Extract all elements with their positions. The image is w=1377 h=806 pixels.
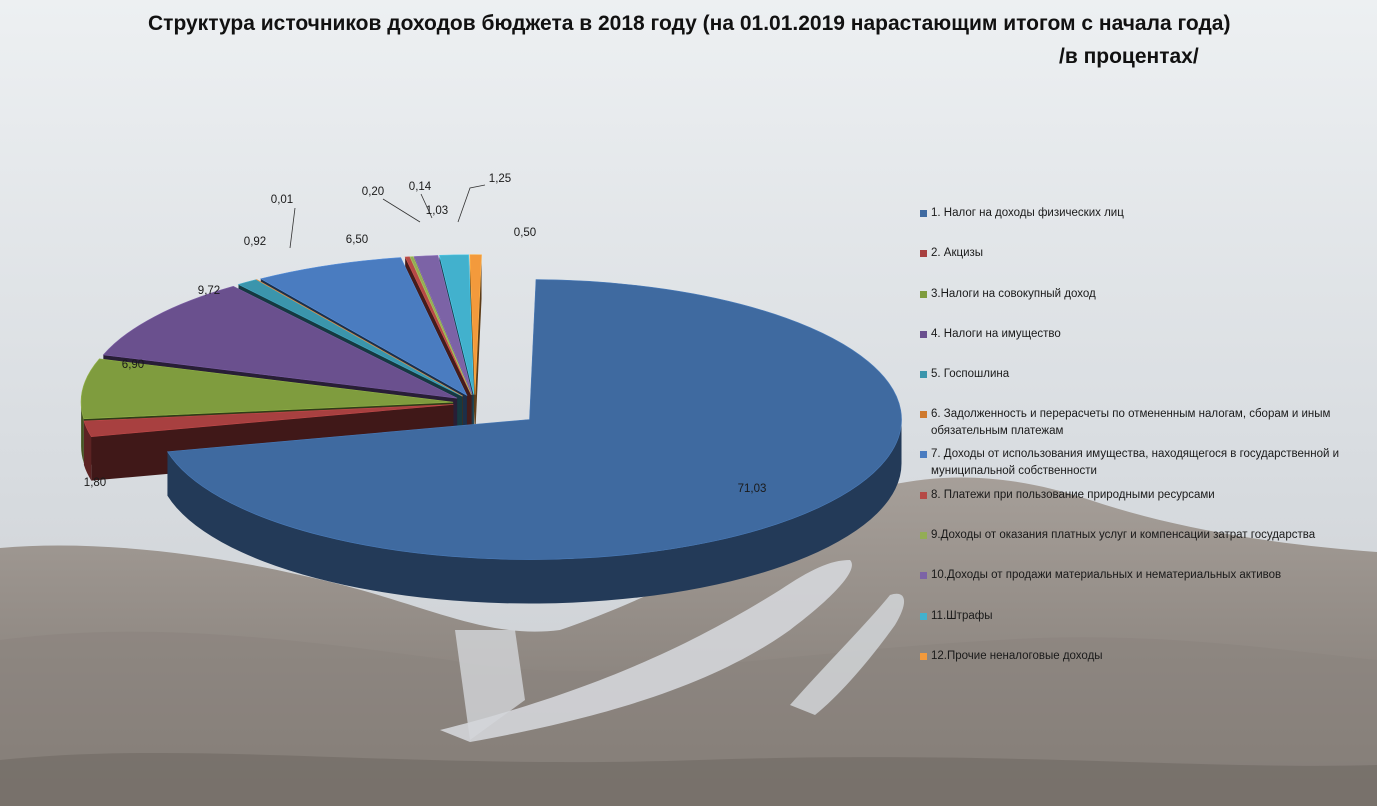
legend-item-3: 3.Налоги на совокупный доход: [920, 286, 1370, 303]
data-label-9: 0,14: [409, 181, 432, 193]
legend-item-11: 11.Штрафы: [920, 608, 1370, 625]
legend-label-7: 7. Доходы от использования имущества, на…: [931, 448, 1340, 477]
legend-label-6: 6. Задолженность и перерасчеты по отмене…: [931, 408, 1331, 437]
data-label-2: 1,80: [84, 477, 106, 489]
legend-item-5: 5. Госпошлина: [920, 366, 1370, 383]
leader-line-6: [289, 207, 296, 249]
slice-1: [166, 279, 902, 560]
slice-6: [255, 279, 463, 397]
data-label-11: 1,25: [489, 173, 511, 185]
legend-label-12: 12.Прочие неналоговые доходы: [931, 650, 1103, 662]
legend-swatch-10: [920, 572, 927, 579]
data-label-6: 0,01: [271, 194, 293, 206]
legend-swatch-4: [920, 331, 927, 338]
data-label-5: 0,92: [244, 236, 266, 248]
legend-item-9: 9.Доходы от оказания платных услуг и ком…: [920, 527, 1370, 544]
chart-title: Структура источников доходов бюджета в 2…: [148, 12, 1231, 35]
slice-12: [469, 254, 482, 395]
slice-11: [439, 254, 475, 395]
legend-label-10: 10.Доходы от продажи материальных и нема…: [931, 569, 1282, 581]
legend-label-1: 1. Налог на доходы физических лиц: [931, 207, 1124, 219]
data-label-7: 6,50: [346, 234, 368, 246]
data-label-10: 1,03: [426, 205, 448, 217]
slice-3: [80, 358, 454, 420]
legend-item-10: 10.Доходы от продажи материальных и нема…: [920, 567, 1370, 584]
pie-top-faces: [80, 254, 902, 560]
legend-swatch-7: [920, 451, 927, 458]
legend-item-12: 12.Прочие неналоговые доходы: [920, 648, 1370, 665]
data-label-12: 0,50: [514, 227, 536, 239]
chart-subtitle-units: /в процентах/: [1059, 45, 1199, 68]
legend-item-7: 7. Доходы от использования имущества, на…: [920, 446, 1370, 480]
data-labels: 71,03 1,80 6,90 9,72 0,92 0,01 6,50 0,20 0,14 1,0…: [84, 173, 767, 495]
legend-label-11: 11.Штрафы: [931, 610, 993, 622]
legend-swatch-3: [920, 291, 927, 298]
slice-9: [409, 256, 472, 395]
legend-item-6: 6. Задолженность и перерасчеты по отмене…: [920, 406, 1370, 440]
label-leader-lines: [289, 184, 486, 249]
legend-swatch-2: [920, 250, 927, 257]
slice-4: [102, 286, 458, 399]
leader-line-9: [420, 193, 433, 219]
leader-line-11: [457, 184, 486, 223]
legend-item-1: 1. Налог на доходы физических лиц: [920, 205, 1370, 222]
legend-swatch-12: [920, 653, 927, 660]
legend-item-4: 4. Налоги на имущество: [920, 326, 1370, 343]
slice-2: [83, 404, 454, 437]
legend-label-5: 5. Госпошлина: [931, 368, 1010, 380]
legend-swatch-5: [920, 371, 927, 378]
legend-item-8: 8. Платежи при пользование природными ре…: [920, 487, 1370, 504]
data-label-1: 71,03: [738, 483, 767, 495]
legend-swatch-8: [920, 492, 927, 499]
legend-swatch-9: [920, 532, 927, 539]
leader-line-8: [382, 198, 421, 223]
data-label-8: 0,20: [362, 186, 384, 198]
legend-swatch-6: [920, 411, 927, 418]
legend-item-2: 2. Акцизы: [920, 245, 1370, 262]
slice-5: [237, 279, 463, 397]
legend-label-4: 4. Налоги на имущество: [931, 328, 1061, 340]
legend-swatch-1: [920, 210, 927, 217]
data-label-4: 9,72: [198, 285, 220, 297]
legend-label-3: 3.Налоги на совокупный доход: [931, 288, 1096, 300]
slice-10: [413, 255, 473, 395]
legend-label-8: 8. Платежи при пользование природными ре…: [931, 489, 1215, 501]
legend-label-9: 9.Доходы от оказания платных услуг и ком…: [931, 529, 1316, 541]
slice-7: [259, 257, 468, 397]
legend-label-2: 2. Акцизы: [931, 247, 984, 259]
legend-swatch-11: [920, 613, 927, 620]
data-label-3: 6,90: [122, 359, 144, 371]
